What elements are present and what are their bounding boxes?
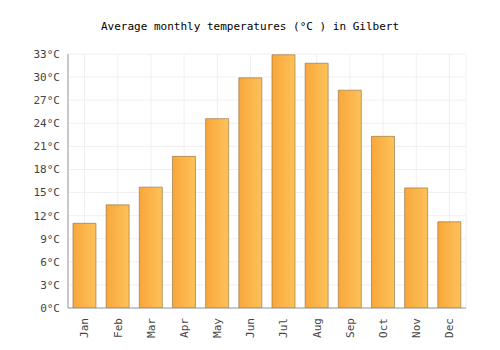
svg-text:Apr: Apr: [178, 318, 191, 338]
svg-text:3°C: 3°C: [40, 279, 60, 292]
svg-text:9°C: 9°C: [40, 233, 60, 246]
svg-text:Oct: Oct: [377, 318, 390, 338]
svg-text:Jan: Jan: [78, 318, 91, 338]
svg-text:30°C: 30°C: [34, 71, 61, 84]
svg-text:May: May: [211, 318, 224, 338]
svg-text:Mar: Mar: [145, 318, 158, 338]
svg-text:Feb: Feb: [112, 318, 125, 338]
svg-text:12°C: 12°C: [34, 210, 61, 223]
svg-text:33°C: 33°C: [34, 48, 61, 61]
svg-text:0°C: 0°C: [40, 302, 60, 315]
svg-text:Aug: Aug: [311, 318, 324, 338]
svg-text:15°C: 15°C: [34, 186, 61, 199]
svg-text:Dec: Dec: [443, 318, 456, 338]
svg-text:18°C: 18°C: [34, 163, 61, 176]
svg-text:21°C: 21°C: [34, 140, 61, 153]
svg-text:27°C: 27°C: [34, 94, 61, 107]
svg-text:6°C: 6°C: [40, 256, 60, 269]
svg-text:Jul: Jul: [277, 318, 290, 338]
svg-text:Sep: Sep: [344, 318, 357, 338]
svg-text:Jun: Jun: [244, 318, 257, 338]
svg-text:24°C: 24°C: [34, 117, 61, 130]
html-text:Average monthly temperatures (: Average monthly temperatures (°C ) in Gi…: [101, 20, 399, 33]
svg-text:Nov: Nov: [410, 318, 423, 338]
